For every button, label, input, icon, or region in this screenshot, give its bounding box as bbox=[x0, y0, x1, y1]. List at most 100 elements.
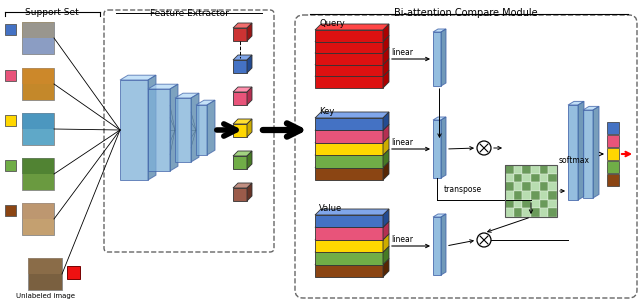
Polygon shape bbox=[315, 221, 389, 228]
Polygon shape bbox=[233, 55, 252, 60]
Bar bbox=[28, 258, 62, 290]
Bar bbox=[548, 200, 557, 208]
Polygon shape bbox=[175, 93, 199, 98]
Polygon shape bbox=[148, 75, 156, 180]
Polygon shape bbox=[433, 217, 441, 275]
Text: Unlabeled image: Unlabeled image bbox=[15, 293, 74, 299]
Polygon shape bbox=[383, 36, 389, 53]
Polygon shape bbox=[383, 70, 389, 88]
Polygon shape bbox=[148, 89, 170, 171]
Polygon shape bbox=[315, 228, 383, 240]
Bar bbox=[607, 121, 619, 134]
Bar bbox=[28, 258, 62, 274]
Bar bbox=[531, 200, 540, 208]
Bar bbox=[22, 203, 54, 235]
Polygon shape bbox=[441, 29, 446, 86]
Text: Support Set: Support Set bbox=[25, 8, 79, 17]
Polygon shape bbox=[233, 124, 247, 137]
Bar bbox=[531, 208, 540, 217]
Bar bbox=[607, 160, 619, 173]
Polygon shape bbox=[568, 101, 584, 105]
Polygon shape bbox=[593, 106, 599, 198]
Polygon shape bbox=[315, 30, 383, 41]
Polygon shape bbox=[315, 41, 383, 53]
Bar bbox=[531, 165, 540, 174]
Polygon shape bbox=[170, 84, 178, 171]
Polygon shape bbox=[247, 183, 252, 201]
Bar bbox=[540, 174, 548, 182]
Polygon shape bbox=[315, 252, 383, 265]
Polygon shape bbox=[233, 28, 247, 41]
Bar bbox=[505, 191, 514, 200]
Polygon shape bbox=[233, 151, 252, 156]
Bar bbox=[531, 182, 540, 191]
Bar bbox=[531, 174, 540, 182]
Bar bbox=[22, 22, 54, 38]
Bar bbox=[514, 165, 522, 174]
Polygon shape bbox=[315, 124, 389, 131]
Bar bbox=[522, 174, 531, 182]
Polygon shape bbox=[315, 215, 383, 228]
Polygon shape bbox=[191, 93, 199, 162]
Polygon shape bbox=[383, 259, 389, 277]
Polygon shape bbox=[315, 76, 383, 88]
Polygon shape bbox=[315, 234, 389, 240]
Bar bbox=[505, 174, 514, 182]
Text: Feature Extractor: Feature Extractor bbox=[150, 9, 228, 18]
Text: Query: Query bbox=[319, 19, 345, 28]
Polygon shape bbox=[383, 221, 389, 240]
Polygon shape bbox=[383, 209, 389, 228]
Text: linear: linear bbox=[391, 138, 413, 147]
Polygon shape bbox=[315, 259, 389, 265]
Polygon shape bbox=[315, 59, 389, 65]
Text: Bi-attention Compare Module: Bi-attention Compare Module bbox=[394, 8, 538, 18]
Polygon shape bbox=[315, 209, 389, 215]
Polygon shape bbox=[315, 65, 383, 76]
Polygon shape bbox=[233, 87, 252, 92]
Polygon shape bbox=[583, 110, 593, 198]
Polygon shape bbox=[233, 183, 252, 188]
Polygon shape bbox=[315, 143, 383, 155]
Bar bbox=[505, 200, 514, 208]
Polygon shape bbox=[247, 55, 252, 73]
Bar bbox=[522, 200, 531, 208]
Polygon shape bbox=[247, 23, 252, 41]
Bar bbox=[522, 165, 531, 174]
Polygon shape bbox=[148, 84, 178, 89]
Polygon shape bbox=[315, 149, 389, 155]
Polygon shape bbox=[315, 36, 389, 41]
Bar bbox=[522, 182, 531, 191]
Polygon shape bbox=[233, 23, 252, 28]
Polygon shape bbox=[315, 168, 383, 180]
Bar bbox=[505, 165, 514, 174]
Bar bbox=[514, 208, 522, 217]
Polygon shape bbox=[233, 156, 247, 169]
Polygon shape bbox=[433, 117, 446, 120]
Polygon shape bbox=[247, 87, 252, 105]
Polygon shape bbox=[383, 59, 389, 76]
Polygon shape bbox=[578, 101, 584, 200]
Polygon shape bbox=[315, 24, 389, 30]
Bar bbox=[22, 158, 54, 174]
FancyBboxPatch shape bbox=[4, 160, 15, 170]
Bar bbox=[22, 158, 54, 190]
Polygon shape bbox=[433, 32, 441, 86]
Bar bbox=[540, 208, 548, 217]
Polygon shape bbox=[383, 24, 389, 41]
Polygon shape bbox=[433, 120, 441, 178]
Polygon shape bbox=[247, 119, 252, 137]
FancyBboxPatch shape bbox=[4, 70, 15, 81]
Bar bbox=[514, 191, 522, 200]
Bar bbox=[522, 191, 531, 200]
Bar bbox=[540, 165, 548, 174]
Polygon shape bbox=[233, 188, 247, 201]
Bar bbox=[22, 68, 54, 100]
Polygon shape bbox=[207, 100, 215, 155]
Bar bbox=[607, 135, 619, 147]
Bar bbox=[548, 182, 557, 191]
Bar bbox=[22, 203, 54, 219]
Polygon shape bbox=[383, 112, 389, 131]
Bar bbox=[22, 68, 54, 84]
Polygon shape bbox=[196, 105, 207, 155]
Polygon shape bbox=[383, 47, 389, 65]
